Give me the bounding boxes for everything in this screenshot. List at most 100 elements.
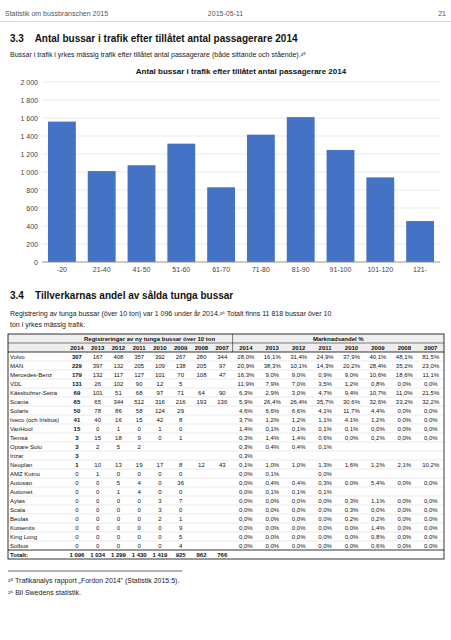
footnote: ²⁶ Bil Swedens statistik. (8, 589, 81, 596)
grid-line (42, 82, 440, 83)
table-row-rule (8, 505, 444, 506)
table-mkt-cell: 20,2% (343, 363, 361, 369)
y-tick-label: 1 200 (20, 151, 38, 158)
table-mkt-cell: 1,6% (345, 462, 359, 468)
table-mkt-cell: 0,2% (371, 516, 385, 522)
table-mkt-cell: 3,5% (318, 381, 332, 387)
y-tick-label: 1 400 (20, 133, 38, 140)
table-reg-cell: 862 (196, 552, 207, 558)
table-mkt-cell: 0,0% (265, 498, 279, 504)
table-reg-cell: 131 (72, 381, 83, 387)
table-reg-cell: 0 (75, 489, 79, 495)
table-reg-cell: 0 (158, 489, 162, 495)
table-mkt-cell: 1,2% (292, 417, 306, 423)
table-reg-cell: 102 (113, 381, 124, 387)
grid-line (42, 118, 440, 119)
table-reg-cell: 0 (75, 507, 79, 513)
table-reg-cell: 7 (179, 498, 183, 504)
table-reg-cell: 0 (75, 471, 79, 477)
table-mkt-cell: 5,9% (239, 399, 253, 405)
table-reg-cell: 357 (134, 354, 145, 360)
table-reg-cell: 5 (117, 444, 121, 450)
table-mkt-cell: 7,0% (292, 381, 306, 387)
table-reg-cell: 0 (96, 480, 100, 486)
table-mkt-cell: 0,0% (345, 480, 359, 486)
table-reg-cell: 0 (158, 480, 162, 486)
table-mkt-cell: 0,0% (424, 534, 438, 540)
table-mkt-cell: 6,6% (265, 408, 279, 414)
table-mkt-cell: 0,0% (239, 507, 253, 513)
x-axis-line (42, 262, 440, 263)
table-reg-cell: 0 (117, 507, 121, 513)
table-mkt-cell: 0,0% (398, 516, 412, 522)
table-reg-cell: 0 (75, 534, 79, 540)
table-reg-cell: 408 (113, 354, 124, 360)
table-mkt-cell: 0,0% (318, 471, 332, 477)
table-mkt-cell: 4,1% (318, 408, 332, 414)
table-brand: Iveco (och Irisbus) (10, 417, 59, 423)
table-brand: VDL (10, 381, 22, 387)
table-mkt-cell: 0,0% (345, 534, 359, 540)
table-mkt-cell: 11,7% (343, 408, 360, 414)
table-mkt-cell: 33,2% (396, 399, 414, 405)
table-mkt-cell: 0,9% (318, 372, 332, 378)
grid-line (42, 100, 440, 101)
table-mkt-cell: 0,0% (424, 516, 438, 522)
grid-line (42, 136, 440, 137)
table-reg-cell: 3 (75, 453, 79, 459)
table-mkt-cell: 0,0% (398, 525, 412, 531)
table-reg-cell: 392 (155, 354, 166, 360)
table-reg-cell: 132 (93, 372, 104, 378)
table-year: 2013 (91, 345, 105, 351)
table-row-rule (8, 379, 444, 380)
table-reg-cell: 16 (115, 417, 122, 423)
table-reg-cell: 193 (196, 399, 207, 405)
table-year: 2014 (239, 345, 253, 351)
table-row-rule (8, 433, 444, 434)
table-mkt-cell: 0,4% (265, 444, 279, 450)
y-tick-label: 2 000 (20, 79, 38, 86)
table-reg-cell: 0 (96, 507, 100, 513)
table-mkt-cell: 0,0% (318, 525, 332, 531)
table-mkt-cell: 9,0% (345, 372, 359, 378)
table-mkt-cell: 0,0% (265, 516, 279, 522)
table-year: 2012 (112, 345, 126, 351)
table-mkt-cell: 0,0% (318, 507, 332, 513)
table-mkt-cell: 0,0% (424, 426, 438, 432)
x-tick-label: 21-40 (93, 266, 111, 273)
table-mkt-cell: 0,0% (239, 498, 253, 504)
table-mkt-cell: 0,0% (424, 543, 438, 549)
table-mkt-cell: 0,0% (239, 534, 253, 540)
table-reg-cell: 0 (138, 498, 142, 504)
table-reg-cell: 3 (158, 507, 162, 513)
table-reg-cell: 10 (94, 462, 101, 468)
table-year: 2010 (153, 345, 167, 351)
table-mkt-cell: 0,0% (292, 498, 306, 504)
page: Statistik om bussbranschen 20152015-05-1… (0, 0, 451, 640)
table-mkt-cell: 37,9% (343, 354, 361, 360)
table-reg-cell: 9 (179, 525, 183, 531)
table-reg-cell: 78 (94, 408, 101, 414)
table-mkt-cell: 32,2% (422, 399, 440, 405)
table-mkt-cell: 0,0% (292, 525, 306, 531)
table-mkt-cell: 0,2% (345, 516, 359, 522)
table-mkt-cell: 10,1% (290, 363, 308, 369)
table-reg-cell: 101 (155, 372, 166, 378)
table-mkt-cell: 0,1% (265, 426, 279, 432)
table-year: 2013 (266, 345, 280, 351)
table-reg-cell: 8 (179, 462, 183, 468)
table-mkt-cell: 0,0% (265, 534, 279, 540)
table-mkt-cell: 0,0% (265, 543, 279, 549)
table-reg-cell: 0 (179, 489, 183, 495)
table-mkt-cell: 0,0% (398, 381, 412, 387)
table-mkt-cell: 0,0% (398, 426, 412, 432)
table-reg-cell: 205 (134, 363, 145, 369)
table-mkt-cell: 0,0% (292, 534, 306, 540)
table-reg-cell: 127 (134, 372, 145, 378)
table-mkt-cell: 0,0% (318, 534, 332, 540)
table-mkt-cell: 0,8% (371, 381, 385, 387)
x-tick-label: 81-90 (292, 266, 310, 273)
table-reg-cell: 0 (138, 471, 142, 477)
table-rule (8, 343, 444, 344)
table-year: 2008 (398, 345, 412, 351)
